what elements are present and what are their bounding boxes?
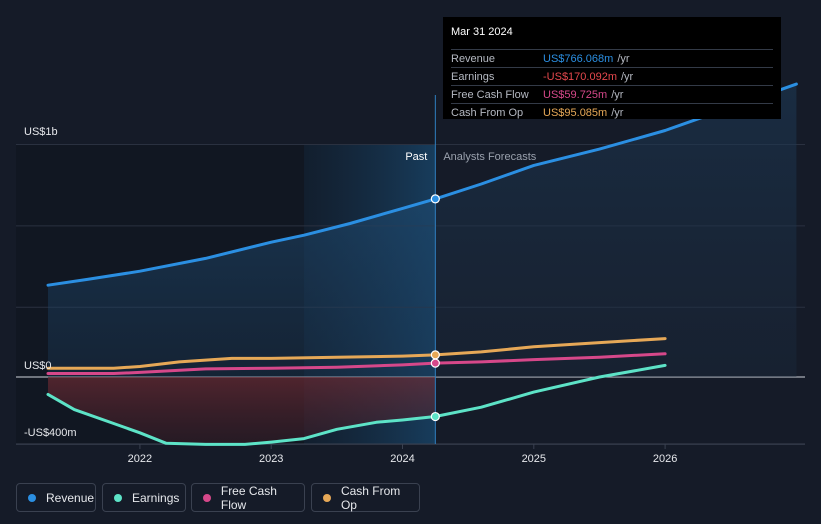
legend-label: Earnings [132, 490, 180, 505]
tooltip-row-cash-from-op: Cash From Op US$95.085m /yr [451, 103, 773, 121]
forecast-label: Analysts Forecasts [443, 151, 536, 163]
legend-dot-icon [28, 493, 36, 502]
x-tick-label: 2026 [653, 453, 677, 465]
tooltip-label: Cash From Op [451, 106, 524, 119]
tooltip-value: US$95.085m [543, 106, 608, 119]
revenue-area-past [48, 198, 436, 377]
tooltip-value: US$59.725m [543, 88, 608, 101]
tooltip-row-free-cash-flow: Free Cash Flow US$59.725m /yr [451, 85, 773, 103]
revenue-area-forecast [435, 84, 797, 377]
tooltip-unit: /yr [611, 106, 624, 119]
legend-dot-icon [114, 493, 122, 502]
y-axis-label: -US$400m [24, 427, 77, 439]
tooltip-label: Revenue [451, 52, 496, 65]
y-axis-label: US$0 [24, 360, 52, 372]
legend-item-revenue[interactable]: Revenue [16, 483, 96, 512]
line-revenue [46, 82, 798, 287]
line-free-cash-flow [46, 352, 667, 375]
line-earnings [46, 363, 667, 446]
legend-dot-icon [323, 493, 331, 502]
tooltip-value: US$766.068m [543, 52, 614, 65]
tooltip-unit: /yr [621, 70, 634, 83]
legend-label: Free Cash Flow [220, 483, 277, 512]
legend-item-cash-from-op[interactable]: Cash From Op [311, 483, 420, 512]
tooltip-date: Mar 31 2024 [451, 26, 513, 38]
x-tick-label: 2025 [522, 453, 546, 465]
legend-dot-icon [203, 493, 211, 502]
tooltip-unit: /yr [617, 52, 630, 65]
marker-free-cash-flow [430, 358, 440, 368]
legend-label: Revenue [46, 490, 95, 505]
marker-earnings [430, 411, 440, 422]
x-tick-label: 2023 [259, 453, 283, 465]
legend-item-earnings[interactable]: Earnings [102, 483, 186, 512]
legend-label: Cash From Op [340, 483, 401, 512]
tooltip-unit: /yr [611, 88, 624, 101]
tooltip-label: Free Cash Flow [451, 88, 529, 101]
y-axis-label: US$1b [24, 126, 58, 138]
tooltip-label: Earnings [451, 70, 495, 83]
x-tick-label: 2024 [390, 453, 414, 465]
tooltip-row-earnings: Earnings -US$170.092m /yr [451, 67, 773, 85]
legend-item-free-cash-flow[interactable]: Free Cash Flow [191, 483, 305, 512]
tooltip: Mar 31 2024 Revenue US$766.068m /yr Earn… [443, 17, 781, 119]
line-cash-from-op [46, 337, 667, 370]
tooltip-row-revenue: Revenue US$766.068m /yr [451, 49, 773, 67]
x-tick-label: 2022 [128, 453, 152, 465]
tooltip-value: -US$170.092m [543, 70, 617, 83]
marker-revenue [430, 194, 440, 204]
marker-cash-from-op [430, 350, 440, 360]
past-label: Past [405, 151, 427, 163]
